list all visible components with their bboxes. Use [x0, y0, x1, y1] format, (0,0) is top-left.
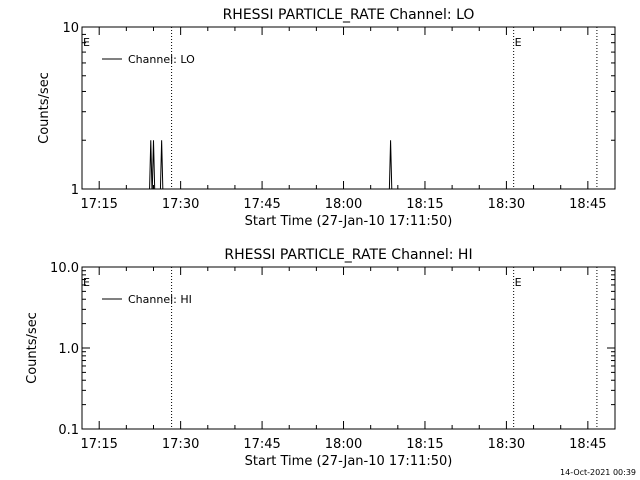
y-tick-label: 0.1 [58, 423, 79, 438]
y-tick-label: 10 [62, 21, 79, 36]
data-spike [149, 140, 153, 190]
y-tick-label: 1.0 [58, 342, 79, 357]
chart-title: RHESSI PARTICLE_RATE Channel: HI [224, 247, 472, 263]
x-tick-label: 18:45 [569, 197, 606, 212]
x-tick-label: 18:30 [488, 437, 525, 452]
x-tick-label: 17:15 [80, 437, 117, 452]
x-axis-label: Start Time (27-Jan-10 17:11:50) [245, 454, 453, 469]
plot-frame [81, 266, 616, 430]
x-tick-label: 17:45 [243, 197, 280, 212]
x-axis-label: Start Time (27-Jan-10 17:11:50) [245, 214, 453, 229]
x-tick-label: 18:30 [488, 197, 525, 212]
eclipse-marker: E [515, 276, 522, 289]
x-tick-label: 18:00 [325, 197, 362, 212]
chart-panel-1: RHESSI PARTICLE_RATE Channel: HI Start Ti… [25, 247, 616, 469]
y-axis-label: Counts/sec [25, 312, 40, 384]
plot-frame [81, 26, 616, 190]
x-tick-label: 18:00 [325, 437, 362, 452]
eclipse-marker: E [83, 276, 90, 289]
x-tick-label: 17:30 [162, 437, 199, 452]
eclipse-marker: E [83, 36, 90, 49]
chart-panel-0: RHESSI PARTICLE_RATE Channel: LO Start Ti… [37, 7, 616, 229]
data-spike [388, 140, 393, 190]
y-axis-label: Counts/sec [37, 72, 52, 144]
x-tick-label: 17:30 [162, 197, 199, 212]
legend-entry: Channel: HI [128, 293, 192, 306]
chart-title: RHESSI PARTICLE_RATE Channel: LO [223, 7, 475, 23]
y-tick-label: 10.0 [50, 261, 79, 276]
data-spike [159, 140, 164, 190]
x-tick-label: 18:15 [406, 437, 443, 452]
footer-timestamp: 14-Oct-2021 00:39 [560, 468, 636, 477]
data-spike [151, 140, 156, 190]
y-tick-label: 1 [71, 183, 79, 198]
legend-entry: Channel: LO [128, 53, 195, 66]
eclipse-marker: E [515, 36, 522, 49]
x-tick-label: 17:45 [243, 437, 280, 452]
x-tick-label: 18:15 [406, 197, 443, 212]
x-tick-label: 18:45 [569, 437, 606, 452]
x-tick-label: 17:15 [80, 197, 117, 212]
